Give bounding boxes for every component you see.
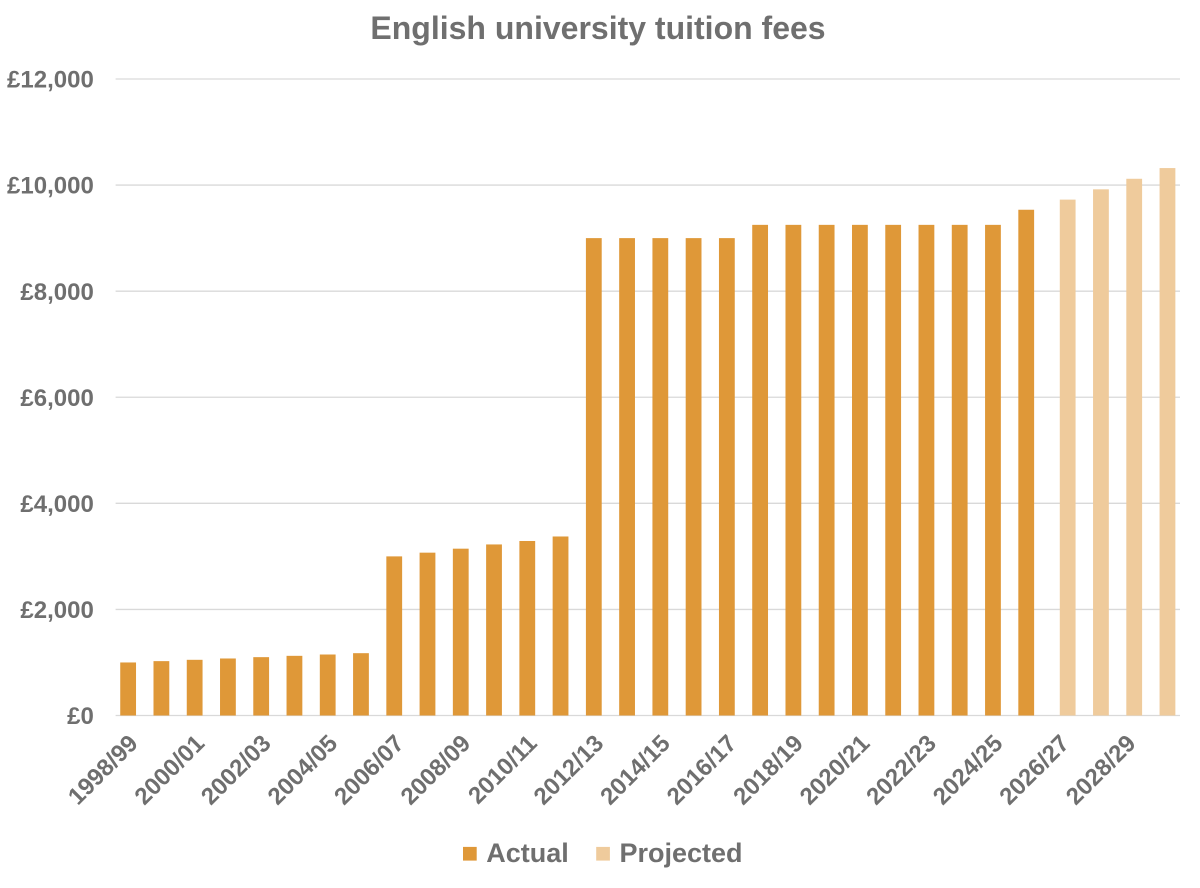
svg-text:Projected: Projected [620, 838, 743, 868]
svg-text:£4,000: £4,000 [20, 491, 93, 518]
svg-text:£2,000: £2,000 [20, 597, 93, 624]
svg-text:£12,000: £12,000 [7, 67, 94, 94]
svg-text:£10,000: £10,000 [7, 173, 94, 200]
svg-text:£6,000: £6,000 [20, 385, 93, 412]
svg-text:£0: £0 [67, 703, 94, 730]
svg-text:£8,000: £8,000 [20, 279, 93, 306]
svg-text:Actual: Actual [486, 838, 569, 868]
svg-text:English university tuition fee: English university tuition fees [370, 10, 825, 46]
